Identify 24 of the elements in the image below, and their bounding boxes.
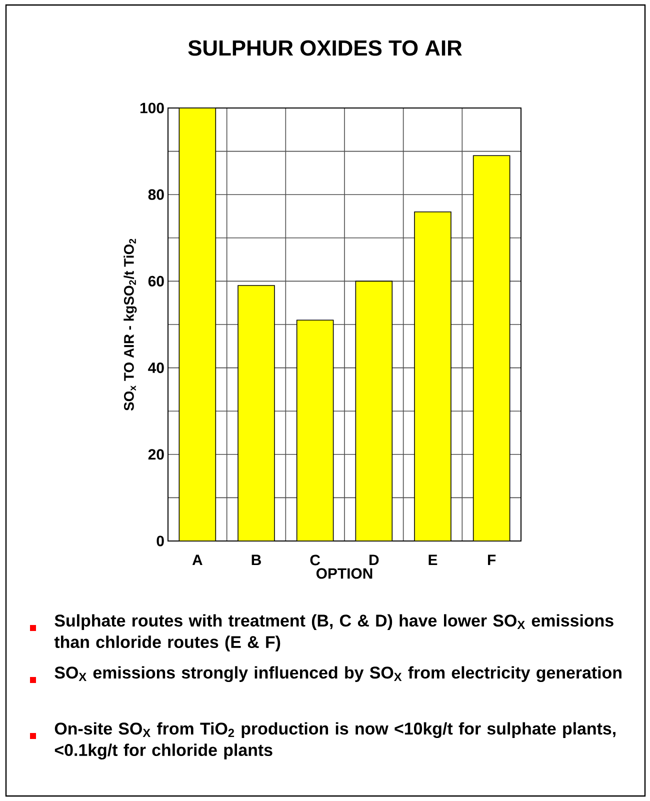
y-tick-label: 100 bbox=[140, 102, 164, 114]
x-tick-label: A bbox=[192, 554, 202, 566]
bar bbox=[238, 286, 274, 541]
bar bbox=[472, 155, 510, 541]
text: SO$_{X}$ emissions strongly influenced by SO$_{X}$ from electricity generation bbox=[54, 666, 622, 682]
y-tick-label: 0 bbox=[156, 536, 164, 546]
x-tick-label: D bbox=[370, 554, 379, 566]
y-tick-label: 60 bbox=[148, 276, 164, 286]
y-tick-label: 20 bbox=[148, 449, 164, 460]
bar bbox=[296, 320, 334, 541]
x-tick-label: E bbox=[428, 554, 438, 566]
x-axis-title: OPTION bbox=[316, 568, 372, 579]
x-tick-label: C bbox=[310, 554, 320, 566]
text: Sulphate routes with treatment (B, C & D) have lower SO$_{X}$ emissions than chloride routes (E & F) bbox=[54, 614, 614, 652]
bar bbox=[356, 281, 392, 541]
y-tick-label: 40 bbox=[148, 362, 164, 374]
y-axis-title: SO$_{x}$ TO AIR - kgSO$_{2}$/t TiO$_{2}$ bbox=[124, 238, 137, 411]
chart-title: SULPHUR OXIDES TO AIR bbox=[188, 40, 462, 56]
bar bbox=[414, 212, 451, 541]
x-tick-label: F bbox=[488, 554, 496, 566]
y-tick-label: 80 bbox=[148, 189, 164, 200]
bar bbox=[179, 108, 216, 541]
x-tick-label: B bbox=[252, 554, 261, 566]
text: On-site SO$_{X}$ from TiO$_{2}$ production is now <10kg/t for sulphate plants, <0.1kg/t for chloride plants bbox=[54, 722, 616, 760]
